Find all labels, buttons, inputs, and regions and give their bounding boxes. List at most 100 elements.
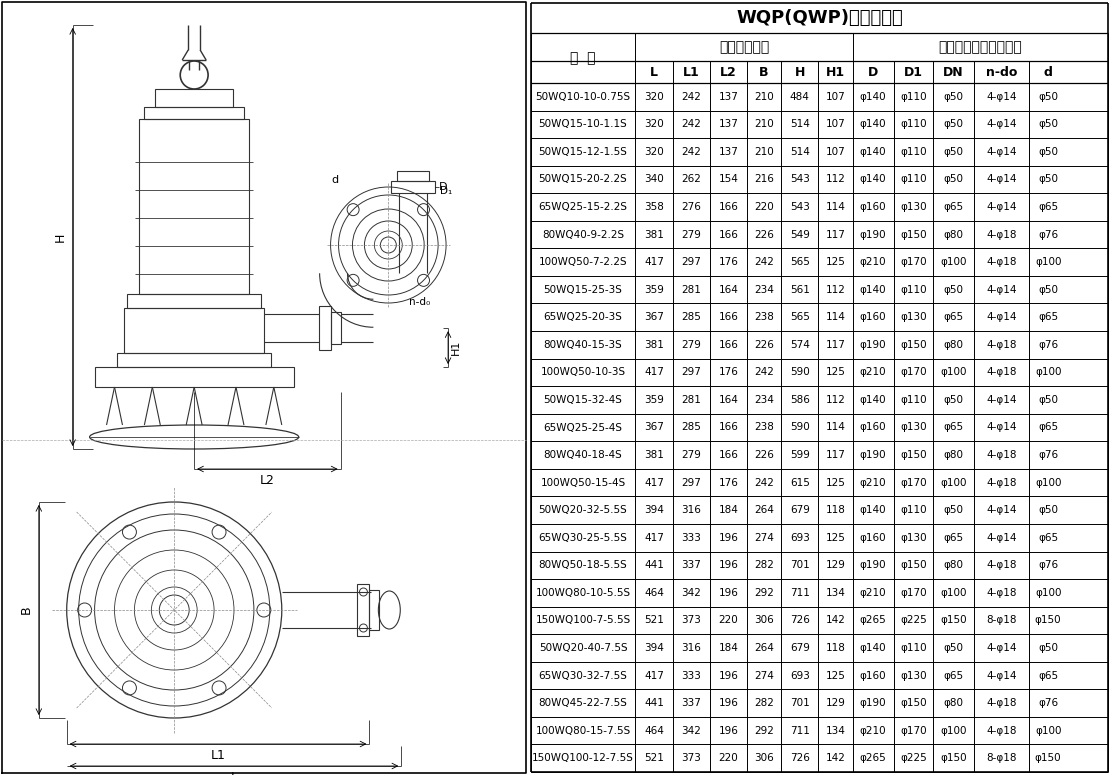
Text: φ76: φ76 xyxy=(1038,560,1058,570)
Text: D1: D1 xyxy=(904,66,923,78)
Text: 166: 166 xyxy=(719,202,739,212)
Text: φ150: φ150 xyxy=(900,229,927,239)
Text: B: B xyxy=(759,66,769,78)
Text: 242: 242 xyxy=(681,119,701,129)
Text: φ150: φ150 xyxy=(940,753,967,763)
Text: 281: 281 xyxy=(681,395,701,405)
Text: 176: 176 xyxy=(719,367,739,377)
Text: B: B xyxy=(20,606,33,615)
Text: 701: 701 xyxy=(790,698,810,708)
Text: 142: 142 xyxy=(825,615,845,625)
Text: 226: 226 xyxy=(754,450,774,460)
Bar xyxy=(156,89,233,107)
Text: φ150: φ150 xyxy=(900,560,927,570)
Text: φ80: φ80 xyxy=(943,560,963,570)
Text: φ110: φ110 xyxy=(900,395,927,405)
Text: 100WQ50-7-2.2S: 100WQ50-7-2.2S xyxy=(539,257,628,267)
Text: 80WQ45-22-7.5S: 80WQ45-22-7.5S xyxy=(539,698,628,708)
Text: 117: 117 xyxy=(825,450,845,460)
Text: φ76: φ76 xyxy=(1038,698,1058,708)
Text: 711: 711 xyxy=(790,725,810,735)
Text: 316: 316 xyxy=(681,505,701,515)
Text: 142: 142 xyxy=(825,753,845,763)
Text: 166: 166 xyxy=(719,339,739,350)
Text: 112: 112 xyxy=(825,284,845,294)
Text: φ100: φ100 xyxy=(940,588,967,598)
Text: 117: 117 xyxy=(825,229,845,239)
Text: 100WQ50-15-4S: 100WQ50-15-4S xyxy=(540,477,625,487)
Text: 100WQ80-10-5.5S: 100WQ80-10-5.5S xyxy=(536,588,631,598)
Text: φ50: φ50 xyxy=(1038,91,1058,102)
Text: φ65: φ65 xyxy=(943,670,963,680)
Text: φ130: φ130 xyxy=(900,422,927,432)
Text: 210: 210 xyxy=(754,91,774,102)
Text: 565: 565 xyxy=(790,257,810,267)
Text: φ225: φ225 xyxy=(900,753,927,763)
Text: φ160: φ160 xyxy=(860,312,887,322)
Text: φ150: φ150 xyxy=(900,450,927,460)
Text: 394: 394 xyxy=(644,643,664,653)
Text: 8-φ18: 8-φ18 xyxy=(987,753,1017,763)
Text: 150WQ100-7-5.5S: 150WQ100-7-5.5S xyxy=(536,615,631,625)
Text: φ65: φ65 xyxy=(1038,670,1058,680)
Text: 129: 129 xyxy=(825,560,845,570)
Text: 220: 220 xyxy=(754,202,774,212)
Text: 125: 125 xyxy=(825,670,845,680)
Text: φ100: φ100 xyxy=(940,257,967,267)
Text: 282: 282 xyxy=(754,560,774,570)
Text: 100WQ50-10-3S: 100WQ50-10-3S xyxy=(540,367,625,377)
Text: 285: 285 xyxy=(681,422,701,432)
Text: φ50: φ50 xyxy=(1038,174,1058,184)
Text: φ50: φ50 xyxy=(1038,284,1058,294)
Text: 274: 274 xyxy=(754,532,774,542)
Text: 292: 292 xyxy=(754,588,774,598)
Text: 4-φ18: 4-φ18 xyxy=(987,477,1017,487)
Text: φ50: φ50 xyxy=(943,643,963,653)
Text: 112: 112 xyxy=(825,395,845,405)
Text: 107: 107 xyxy=(825,147,845,157)
Text: 65WQ30-25-5.5S: 65WQ30-25-5.5S xyxy=(539,532,628,542)
Text: 154: 154 xyxy=(719,174,739,184)
Text: 242: 242 xyxy=(681,91,701,102)
Text: 693: 693 xyxy=(790,532,810,542)
Text: φ140: φ140 xyxy=(860,174,887,184)
Text: 220: 220 xyxy=(719,753,738,763)
Text: 50WQ20-32-5.5S: 50WQ20-32-5.5S xyxy=(539,505,628,515)
Text: 4-φ18: 4-φ18 xyxy=(987,725,1017,735)
Text: φ140: φ140 xyxy=(860,395,887,405)
Text: 80WQ50-18-5.5S: 80WQ50-18-5.5S xyxy=(539,560,628,570)
Text: 107: 107 xyxy=(825,91,845,102)
Text: 134: 134 xyxy=(825,725,845,735)
Text: φ100: φ100 xyxy=(1035,477,1061,487)
Text: φ225: φ225 xyxy=(900,615,927,625)
Text: 590: 590 xyxy=(790,422,810,432)
Text: n-d₀: n-d₀ xyxy=(409,297,430,307)
Text: 417: 417 xyxy=(644,367,664,377)
Text: 226: 226 xyxy=(754,339,774,350)
Text: φ80: φ80 xyxy=(943,339,963,350)
Text: φ140: φ140 xyxy=(860,91,887,102)
Text: 196: 196 xyxy=(719,725,739,735)
Text: 114: 114 xyxy=(825,202,845,212)
Text: 107: 107 xyxy=(825,119,845,129)
Text: 166: 166 xyxy=(719,422,739,432)
Text: 164: 164 xyxy=(719,395,739,405)
Text: n-do: n-do xyxy=(985,66,1017,78)
Text: φ170: φ170 xyxy=(900,367,927,377)
Bar xyxy=(124,308,264,353)
Text: 337: 337 xyxy=(681,560,701,570)
Text: 137: 137 xyxy=(719,91,739,102)
Text: 150WQ100-12-7.5S: 150WQ100-12-7.5S xyxy=(532,753,634,763)
Text: 176: 176 xyxy=(719,477,739,487)
Text: 679: 679 xyxy=(790,505,810,515)
Text: 342: 342 xyxy=(681,725,701,735)
Text: 4-φ18: 4-φ18 xyxy=(987,588,1017,598)
Text: 586: 586 xyxy=(790,395,810,405)
Text: φ160: φ160 xyxy=(860,670,887,680)
Text: L1: L1 xyxy=(683,66,700,78)
Text: 264: 264 xyxy=(754,505,774,515)
Text: 279: 279 xyxy=(681,229,701,239)
Text: 238: 238 xyxy=(754,312,774,322)
Text: φ65: φ65 xyxy=(943,532,963,542)
Text: D: D xyxy=(868,66,879,78)
